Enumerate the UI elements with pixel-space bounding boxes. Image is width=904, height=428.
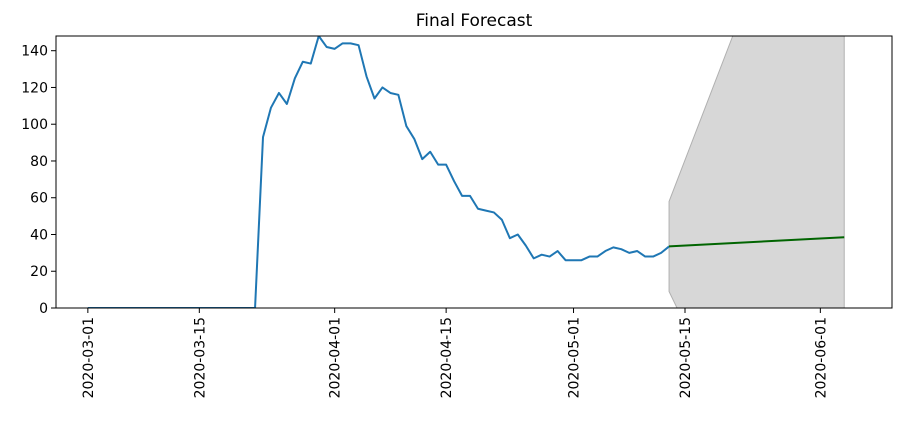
x-tick-label: 2020-06-01 <box>813 317 829 398</box>
confidence-band <box>668 36 845 308</box>
series-line-observed <box>87 36 670 308</box>
x-axis: 2020-03-01 2020-03-15 2020-04-01 2020-04-15… <box>81 308 829 398</box>
y-tick-label: 140 <box>21 44 48 60</box>
x-tick-label: 2020-03-01 <box>81 317 97 398</box>
x-tick-label: 2020-04-01 <box>328 317 344 398</box>
x-tick-label: 2020-05-15 <box>678 317 694 398</box>
y-tick-label: 20 <box>30 264 48 280</box>
y-axis: 0 20 40 60 80 100 120 140 <box>21 44 56 317</box>
series-line-forecast <box>669 236 845 248</box>
y-tick-label: 0 <box>39 301 48 317</box>
x-tick-label: 2020-03-15 <box>192 317 208 398</box>
y-tick-label: 40 <box>30 227 48 243</box>
axes-frame <box>55 35 893 309</box>
chart-title: Final Forecast <box>416 11 533 31</box>
plot-area <box>87 36 845 308</box>
x-tick-label: 2020-05-01 <box>567 317 583 398</box>
x-tick-label: 2020-04-15 <box>439 317 455 398</box>
y-tick-label: 100 <box>21 117 48 133</box>
y-tick-label: 80 <box>30 154 48 170</box>
y-tick-label: 60 <box>30 191 48 207</box>
y-tick-label: 120 <box>21 80 48 96</box>
